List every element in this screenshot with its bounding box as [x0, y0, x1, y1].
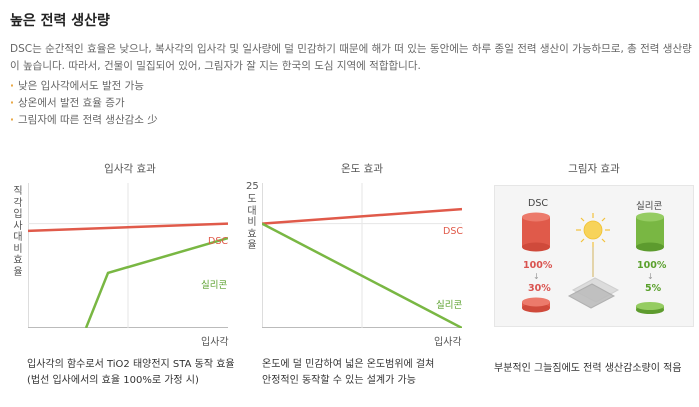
chart1-dsc-label: DSC [208, 236, 228, 247]
panel3-si-label: 실리콘 [636, 201, 663, 212]
silicon-down-arrow-icon: ↓ [647, 272, 654, 281]
chart2-si-label: 실리콘 [436, 300, 463, 311]
chart2-plot [262, 183, 462, 328]
chart2-series-silicon [262, 222, 462, 328]
sun-icon [576, 213, 610, 247]
list-item: · 그림자에 따른 전력 생산감소 少 [10, 112, 158, 129]
panel3-title: 그림자 효과 [568, 163, 620, 175]
chart2-caption-line2: 안정적인 동작할 수 있는 설계가 가능 [262, 375, 416, 386]
chart1-y-label: 직각입사대비 효율 [13, 186, 23, 278]
chart2-y-label: 도대비 효율 [247, 194, 257, 251]
chart1-caption: 입사각의 함수로서 TiO2 태양전지 STA 동작 효율 (법선 입사에서의 … [27, 357, 235, 389]
chart1-series-dsc [28, 222, 228, 233]
panel3-caption: 부분적인 그늘짐에도 전력 생산감소량이 적음 [494, 363, 682, 374]
chart2-caption: 온도에 덜 민감하여 넓은 온도범위에 걸쳐 안정적인 동작할 수 있는 설계가… [262, 357, 434, 389]
chart1-series-silicon [84, 236, 228, 328]
chart1-si-label: 실리콘 [201, 280, 228, 291]
chart1-caption-line2: (법선 입사에서의 효율 100%로 가정 시) [27, 375, 199, 386]
chart2-series-dsc [262, 207, 462, 225]
dsc-before-value: 100% [523, 260, 553, 271]
page-title: 높은 전력 생산량 [10, 13, 110, 29]
dsc-after-value: 30% [528, 283, 551, 294]
silicon-before-value: 100% [637, 260, 667, 271]
chart2-x-label: 입사각 [434, 337, 462, 348]
dsc-cylinder [522, 212, 550, 252]
bullet-icon: · [10, 97, 14, 109]
chart1-x-label: 입사각 [201, 337, 229, 348]
chart1-plot [28, 183, 228, 328]
panel3-dsc-label: DSC [528, 198, 548, 209]
chart2-title: 온도 효과 [341, 163, 383, 175]
chart1-caption-line1: 입사각의 함수로서 TiO2 태양전지 STA 동작 효율 [27, 359, 235, 370]
feature-list: · 낮은 입사각에서도 발전 가능 · 상온에서 발전 효율 증가 · 그림자에 따른… [10, 78, 158, 129]
silicon-disk [636, 302, 664, 314]
list-item-label: 낮은 입사각에서도 발전 가능 [18, 80, 144, 92]
description: DSC는 순간적인 효율은 낮으나, 복사각의 입사각 및 일사량에 덜 민감하… [10, 43, 692, 72]
dsc-down-arrow-icon: ↓ [533, 272, 540, 281]
dsc-disk [522, 297, 550, 313]
chart1-title: 입사각 효과 [104, 163, 156, 175]
shade-panel-icon [567, 277, 620, 309]
bullet-icon: · [10, 80, 14, 92]
chart2-caption-line1: 온도에 덜 민감하여 넓은 온도범위에 걸쳐 [262, 359, 435, 370]
chart2-y-label-number: 25 [246, 181, 259, 192]
list-item: · 상온에서 발전 효율 증가 [10, 95, 158, 112]
list-item-label: 그림자에 따른 전력 생산감소 少 [18, 114, 158, 126]
chart2-dsc-label: DSC [443, 226, 463, 237]
bullet-icon: · [10, 114, 14, 126]
silicon-cylinder [636, 212, 664, 252]
list-item-label: 상온에서 발전 효율 증가 [18, 97, 125, 109]
shadow-illustration [494, 185, 694, 327]
list-item: · 낮은 입사각에서도 발전 가능 [10, 78, 158, 95]
silicon-after-value: 5% [645, 283, 662, 294]
